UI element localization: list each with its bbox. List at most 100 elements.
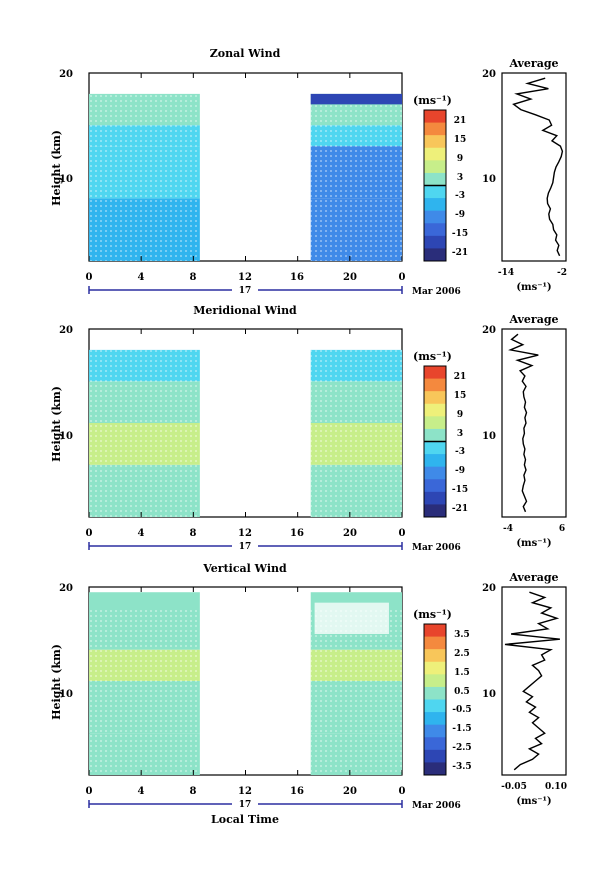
heatmap-cells [88,73,403,261]
heatmap-gap [314,602,389,634]
colorbar-segment [424,686,446,700]
colorbar [423,109,447,262]
colorbar-tick-label: -3.5 [452,762,471,772]
colorbar-segment [424,466,446,480]
panel-meridional: Meridional Wind 20 10 Height (km) 0 4 8 … [50,304,567,553]
colorbar-segment [424,479,446,493]
colorbar-segment [424,403,446,417]
profile-line [512,77,564,257]
colorbar-tick-label: 15 [454,135,467,145]
profile-x-tick-label: 0.10 [545,782,567,792]
colorbar-segment [424,185,446,199]
date-label: Mar 2006 [412,543,461,553]
y-tick-label: 20 [59,583,73,594]
colorbar-tick-label: -0.5 [452,705,471,715]
heatmap-texture [89,607,200,775]
colorbar-segment [424,491,446,505]
day-label: 17 [239,542,252,552]
x-tick-label: 20 [343,272,357,283]
profile-unit: (ms⁻¹) [516,796,551,807]
profile-y-tick-label: 20 [482,583,496,594]
colorbar-segment [424,135,446,149]
x-tick-label: 8 [190,272,197,283]
x-tick-label: 20 [343,786,357,797]
profile-plot [508,333,539,513]
colorbar-segment [424,504,446,518]
colorbar-segment [424,122,446,136]
colorbar-tick-label: -9 [455,210,465,220]
colorbar-segment [424,428,446,442]
profile-line [504,591,560,771]
profile-plot [504,591,560,771]
x-axis-label: Local Time [211,813,279,826]
x-tick-label: 16 [290,528,304,539]
colorbar-segment [424,712,446,726]
colorbar-tick-label: -3 [455,191,465,201]
colorbar-segment [424,110,446,124]
y-axis-label: Height (km) [50,386,63,462]
day-label: 17 [239,800,252,810]
profile-area [501,328,567,518]
day-bar: 17 [88,284,403,296]
profile-y-tick-label: 10 [482,689,496,700]
x-tick-label: 12 [238,528,252,539]
colorbar-segment [424,223,446,237]
profile-title: Average [508,57,558,70]
profile-y-tick-label: 20 [482,325,496,336]
colorbar-segment [424,160,446,174]
profile-x-tick-label: 6 [559,524,565,534]
profile-x-tick-label: -4 [503,524,513,534]
colorbar [423,365,447,518]
colorbar-segment [424,649,446,663]
y-tick-label: 20 [59,325,73,336]
colorbar-tick-label: 9 [457,154,463,164]
colorbar-tick-label: -15 [452,229,468,239]
date-label: Mar 2006 [412,801,461,811]
profile-area [501,586,567,776]
heatmap-texture [89,349,200,517]
colorbar-segment [424,248,446,262]
colorbar-tick-label: 21 [454,116,467,126]
colorbar-ticks: 21 15 9 3 -3 -9 -15 -21 [452,372,468,514]
colorbar-tick-label: -21 [452,504,468,514]
colorbar-segment [424,210,446,224]
y-tick-label: 20 [59,69,73,80]
colorbar-segment [424,235,446,249]
profile-y-tick-label: 10 [482,174,496,185]
colorbar-tick-label: 21 [454,372,467,382]
x-tick-label: 0 [399,528,406,539]
profile-unit: (ms⁻¹) [516,538,551,549]
colorbar-tick-label: 9 [457,410,463,420]
heatmap-texture [89,93,200,261]
colorbar-frame [423,623,447,776]
y-tick-label: 10 [59,689,73,700]
y-tick-label: 10 [59,174,73,185]
x-tick-label: 20 [343,528,357,539]
heatmap-texture [310,349,402,517]
day-bar: 17 [88,798,403,810]
colorbar-segment [424,454,446,468]
colorbar-tick-label: -9 [455,466,465,476]
colorbar-segment [424,366,446,380]
heatmap-cells [88,587,403,775]
panel-title: Vertical Wind [202,562,287,575]
y-axis-label: Height (km) [50,130,63,206]
x-ticks: 0 4 8 12 16 20 0 [86,786,406,797]
colorbar-unit: (ms⁻¹) [413,94,452,107]
colorbar-tick-label: 1.5 [454,668,470,678]
x-tick-label: 0 [86,528,93,539]
colorbar-segment [424,749,446,763]
x-tick-label: 4 [138,786,145,797]
x-tick-label: 16 [290,272,304,283]
panel-title: Meridional Wind [193,304,297,317]
colorbar-ticks: 21 15 9 3 -3 -9 -15 -21 [452,116,468,258]
x-ticks: 0 4 8 12 16 20 0 [86,528,406,539]
x-tick-label: 4 [138,528,145,539]
heatmap-texture [310,93,402,261]
colorbar-segment [424,699,446,713]
x-tick-label: 12 [238,786,252,797]
profile-plot [512,77,564,257]
heatmap-texture [310,607,402,775]
colorbar-segment [424,172,446,186]
x-tick-label: 16 [290,786,304,797]
